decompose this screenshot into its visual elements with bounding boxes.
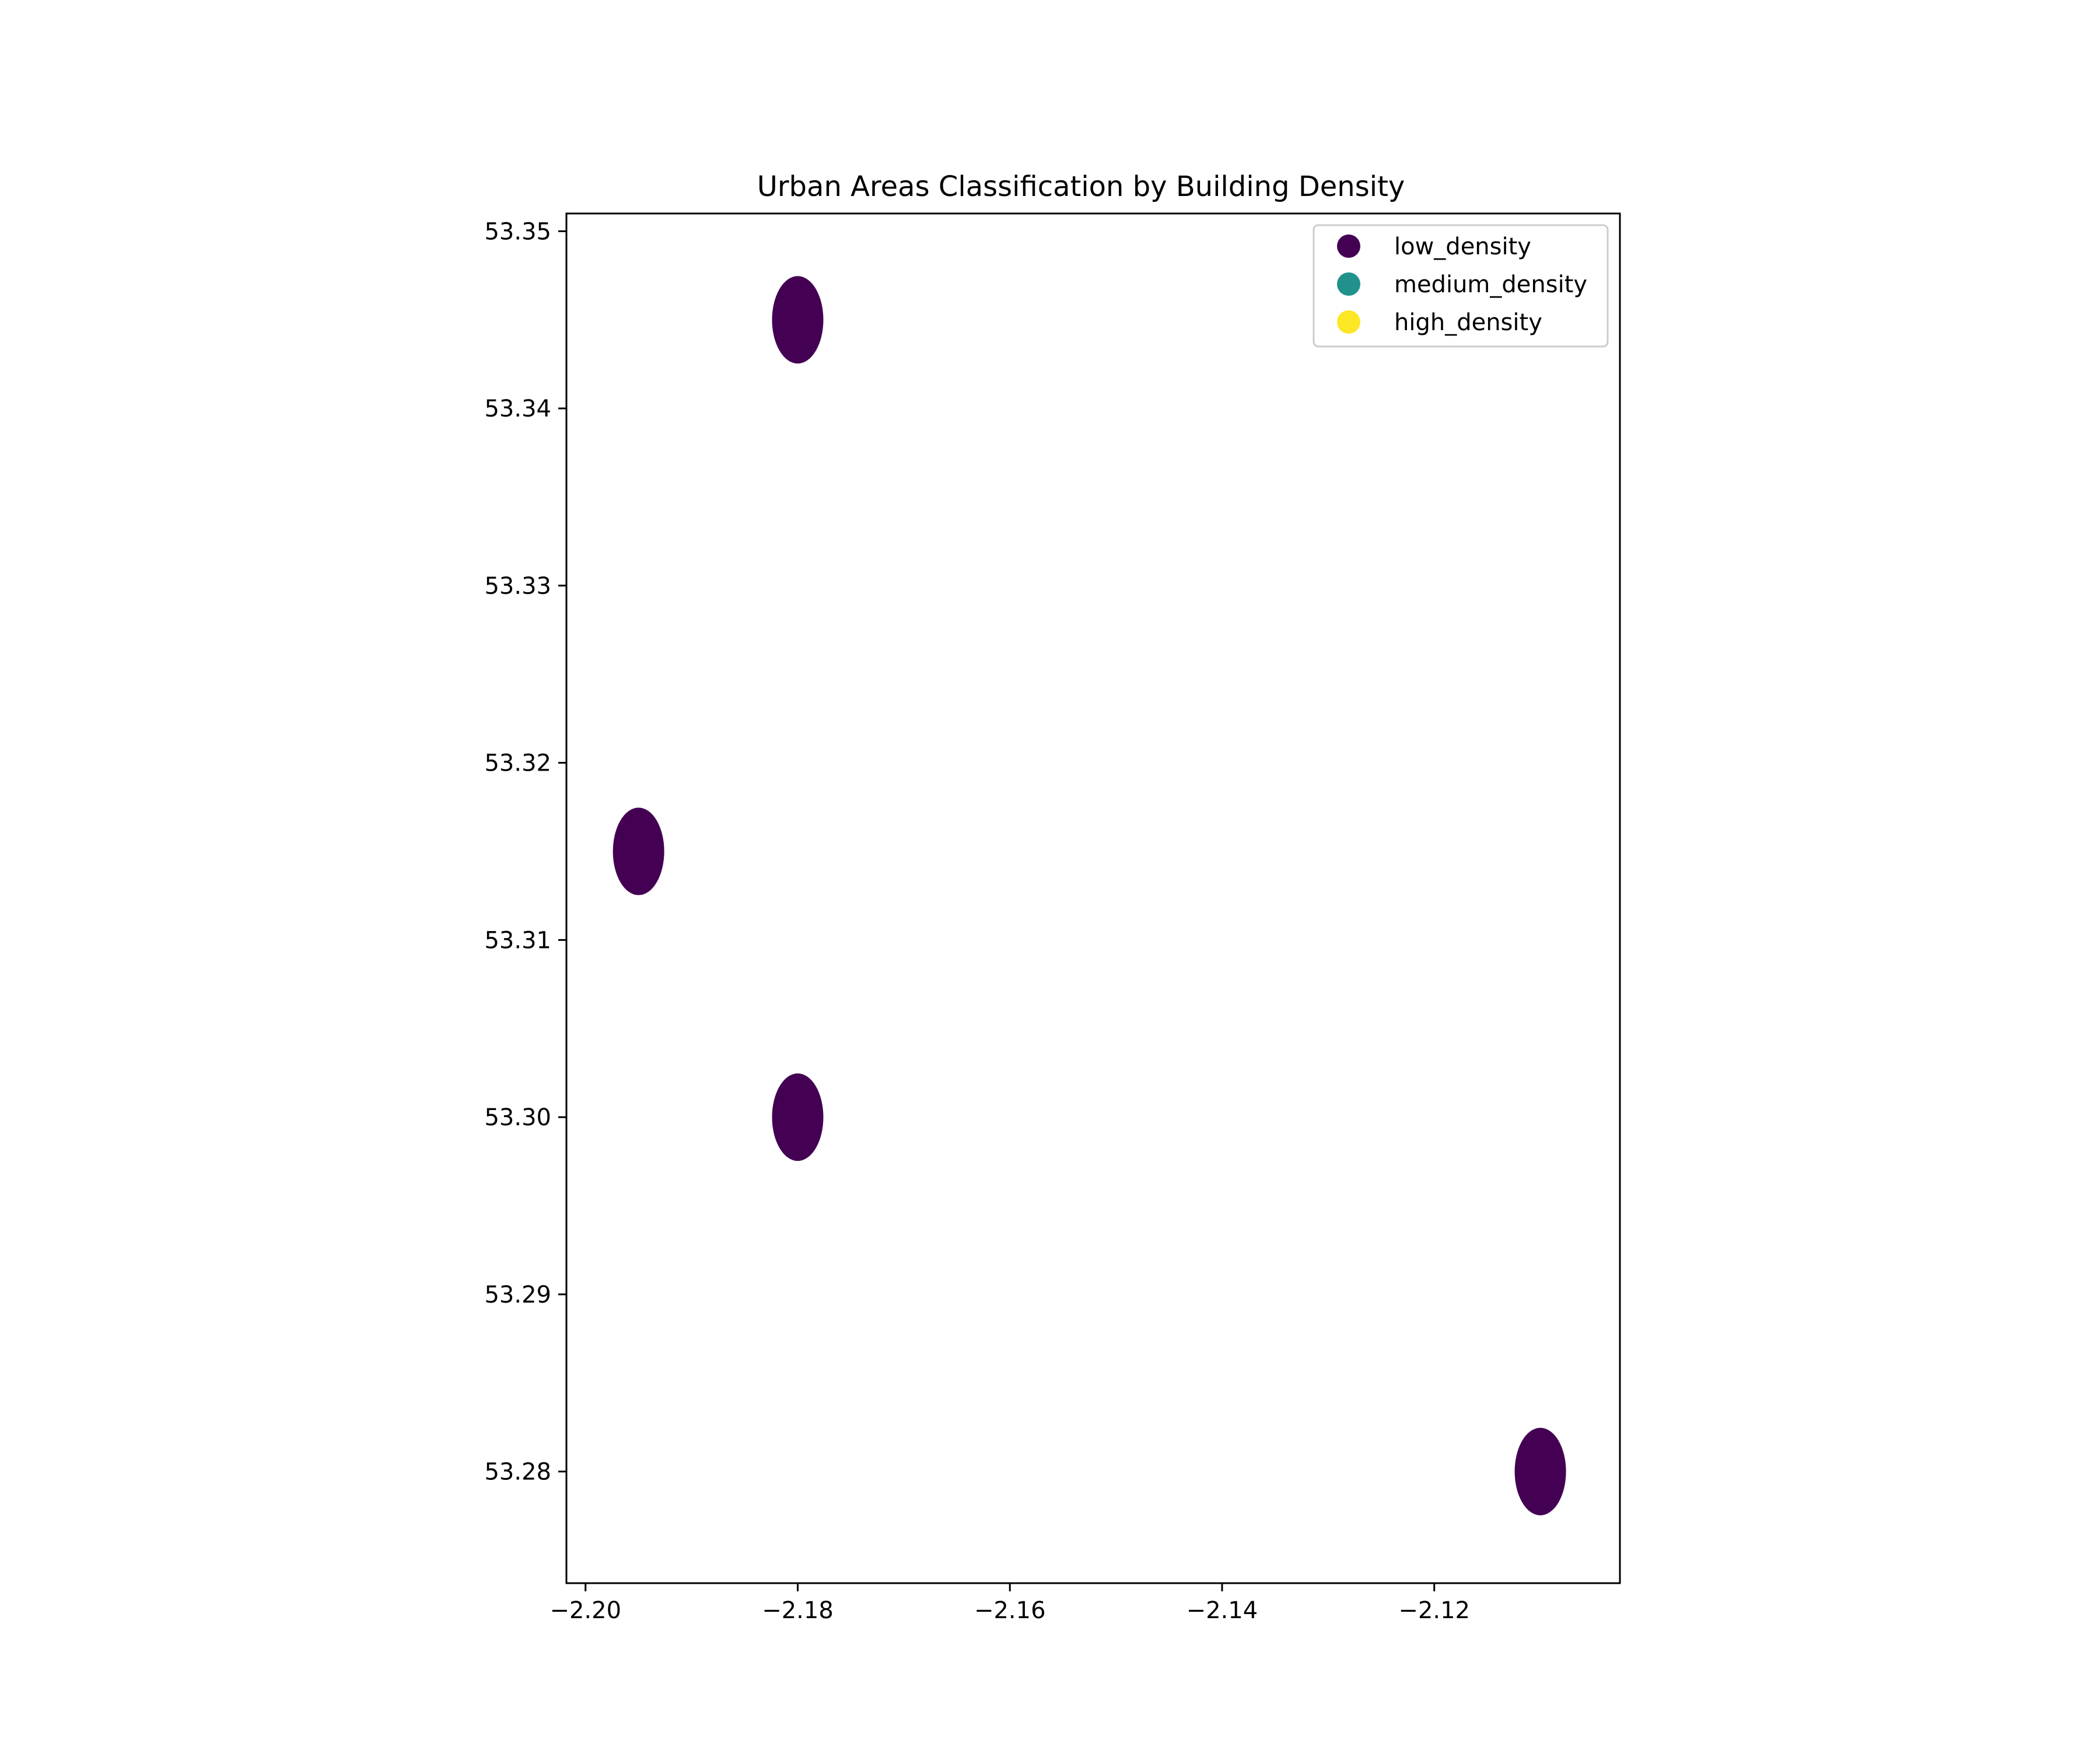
y-tick-label: 53.30 xyxy=(484,1104,551,1131)
data-point xyxy=(612,807,664,895)
x-tick-label: −2.16 xyxy=(974,1597,1046,1624)
y-tick-label: 53.33 xyxy=(484,573,551,600)
plot-area xyxy=(565,212,1621,1584)
axes-frame xyxy=(565,212,1621,1584)
y-tick-label: 53.28 xyxy=(484,1459,551,1486)
x-tick-label: −2.20 xyxy=(550,1597,621,1624)
legend-label-high_density: high_density xyxy=(1394,309,1542,336)
x-axis: −2.20 −2.18 −2.16 −2.14 −2.12 xyxy=(550,1583,1470,1624)
y-axis: 53.28 53.29 53.30 53.31 53.32 53.33 53.34 53.35 xyxy=(484,218,566,1486)
y-tick-label: 53.34 xyxy=(484,396,551,422)
x-tick-label: −2.14 xyxy=(1186,1597,1258,1624)
x-tick-label: −2.18 xyxy=(762,1597,834,1624)
legend-label-low_density: low_density xyxy=(1394,233,1531,260)
y-tick-label: 53.35 xyxy=(484,218,551,245)
legend-marker-low_density xyxy=(1337,235,1360,258)
data-point xyxy=(772,276,824,364)
legend-marker-medium_density xyxy=(1337,272,1360,296)
legend-box xyxy=(1312,224,1609,348)
x-tick-label: −2.12 xyxy=(1398,1597,1470,1624)
y-tick-label: 53.31 xyxy=(484,927,551,954)
legend: low_density medium_density high_density xyxy=(1312,224,1609,348)
y-tick-label: 53.32 xyxy=(484,750,551,777)
legend-label-medium_density: medium_density xyxy=(1394,271,1587,298)
chart-title: Urban Areas Classification by Building D… xyxy=(757,170,1405,203)
legend-marker-high_density xyxy=(1337,310,1360,334)
data-point xyxy=(1514,1427,1566,1516)
y-tick-label: 53.29 xyxy=(484,1282,551,1308)
data-point xyxy=(772,1073,824,1161)
